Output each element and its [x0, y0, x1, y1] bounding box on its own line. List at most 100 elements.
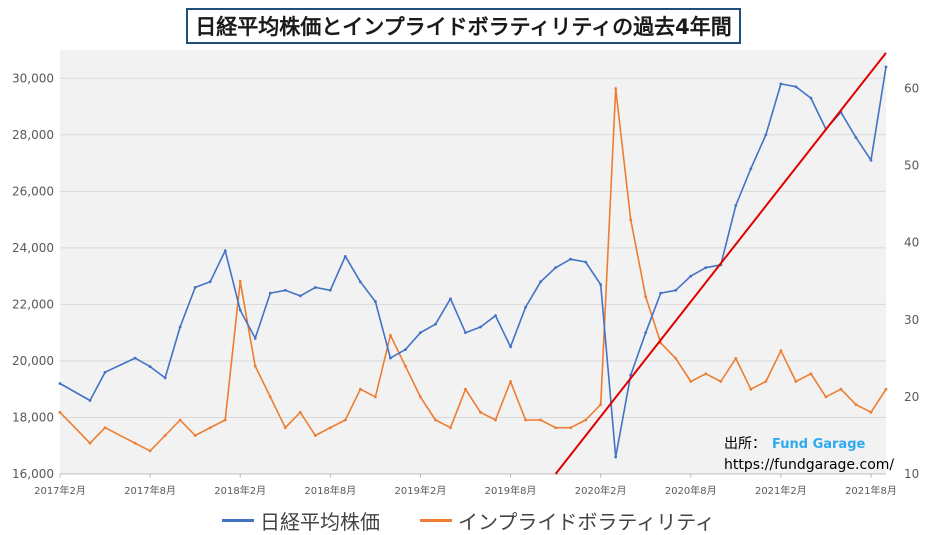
legend-swatch-vi	[420, 519, 452, 522]
series-point-0	[554, 266, 557, 270]
series-point-1	[629, 218, 633, 222]
series-point-0	[674, 288, 678, 292]
series-point-0	[479, 325, 482, 329]
series-point-1	[404, 364, 407, 368]
series-point-1	[268, 395, 272, 399]
series-point-0	[764, 133, 768, 137]
series-point-0	[539, 280, 542, 284]
series-point-0	[373, 300, 377, 303]
x-tick-label: 2017年8月	[124, 484, 176, 497]
series-point-0	[434, 322, 437, 326]
series-point-1	[193, 434, 197, 437]
chart-title: 日経平均株価とインプライドボラティリティの過去4年間	[186, 8, 741, 44]
series-point-1	[884, 387, 888, 391]
right-axis-ticks: 10 20 30 40 50 60	[904, 82, 919, 481]
x-tick-label: 2018年8月	[304, 484, 356, 497]
series-point-0	[103, 370, 107, 374]
series-point-0	[268, 291, 272, 295]
series-point-0	[449, 297, 452, 301]
series-layer	[58, 65, 888, 459]
series-point-1	[328, 426, 332, 430]
series-point-0	[389, 356, 392, 360]
left-tick-label: 24,000	[12, 241, 54, 255]
series-point-1	[103, 426, 107, 430]
source-url: https://fundgarage.com/	[724, 457, 895, 473]
series-point-0	[584, 260, 588, 264]
series-point-1	[238, 279, 242, 283]
left-tick-label: 16,000	[12, 467, 54, 481]
series-point-1	[779, 349, 783, 353]
source-brand: Fund Garage	[772, 437, 866, 452]
series-point-0	[163, 376, 167, 380]
source-line: 出所： Fund Garage	[724, 433, 865, 453]
series-point-1	[569, 426, 573, 430]
legend-label-nikkei: 日経平均株価	[260, 510, 380, 534]
right-tick-label: 30	[904, 313, 919, 327]
series-point-1	[178, 418, 182, 422]
legend-label-vi: インプライドボラティリティ	[458, 510, 715, 534]
left-tick-label: 30,000	[12, 71, 54, 85]
legend: 日経平均株価 インプライドボラティリティ	[222, 506, 755, 535]
series-point-0	[208, 280, 212, 284]
series-point-0	[223, 249, 227, 253]
series-point-1	[148, 449, 152, 453]
series-point-1	[719, 380, 723, 383]
x-tick-label: 2017年2月	[34, 484, 86, 497]
series-point-0	[148, 365, 152, 368]
series-point-0	[809, 96, 813, 100]
series-point-0	[779, 82, 783, 86]
x-tick-label: 2021年2月	[755, 484, 807, 497]
series-point-0	[133, 356, 137, 360]
left-axis-ticks: 16,000 18,000 20,000 22,000 24,000 26,000 28,0…	[12, 71, 54, 481]
series-point-1	[223, 418, 227, 422]
series-point-1	[749, 387, 753, 391]
left-tick-label: 26,000	[12, 184, 54, 198]
series-point-0	[854, 136, 858, 140]
series-point-0	[794, 85, 798, 89]
series-point-1	[298, 410, 302, 414]
series-point-0	[884, 65, 888, 69]
series-point-1	[689, 380, 693, 383]
series-point-0	[569, 257, 573, 261]
series-point-1	[389, 333, 392, 337]
series-point-1	[584, 418, 588, 422]
series-point-0	[464, 331, 467, 335]
series-point-1	[614, 87, 618, 90]
x-axis-ticks: 2017年2月 2017年8月 2018年2月 2018年8月 2019年2月 2019年…	[34, 473, 897, 497]
source-label: 出所：	[724, 436, 766, 452]
series-point-0	[328, 288, 332, 292]
annotation-layer	[554, 52, 887, 475]
series-point-0	[283, 288, 287, 292]
series-point-0	[869, 158, 873, 162]
series-point-0	[524, 305, 527, 309]
right-tick-label: 20	[904, 390, 919, 404]
trend-line	[554, 52, 887, 475]
right-tick-label: 60	[904, 82, 919, 96]
series-point-1	[599, 403, 603, 407]
series-point-1	[524, 418, 527, 422]
series-point-1	[809, 372, 813, 376]
left-tick-label: 20,000	[12, 354, 54, 368]
series-point-1	[358, 387, 362, 391]
series-point-0	[419, 331, 422, 335]
series-point-0	[88, 399, 92, 402]
right-tick-label: 40	[904, 236, 919, 250]
left-tick-label: 22,000	[12, 297, 54, 311]
series-point-1	[644, 295, 648, 299]
left-tick-label: 28,000	[12, 128, 54, 142]
series-point-1	[794, 380, 798, 383]
series-point-0	[253, 336, 257, 340]
series-point-1	[824, 395, 828, 399]
series-point-0	[58, 382, 62, 385]
series-point-1	[869, 410, 873, 414]
series-point-0	[313, 286, 317, 289]
series-point-1	[734, 356, 738, 360]
series-point-0	[659, 291, 663, 295]
right-tick-label: 50	[904, 159, 919, 173]
series-point-0	[644, 331, 648, 335]
x-tick-label: 2020年8月	[665, 484, 717, 497]
series-point-1	[764, 380, 768, 383]
series-point-1	[283, 426, 287, 430]
series-point-1	[133, 441, 137, 445]
